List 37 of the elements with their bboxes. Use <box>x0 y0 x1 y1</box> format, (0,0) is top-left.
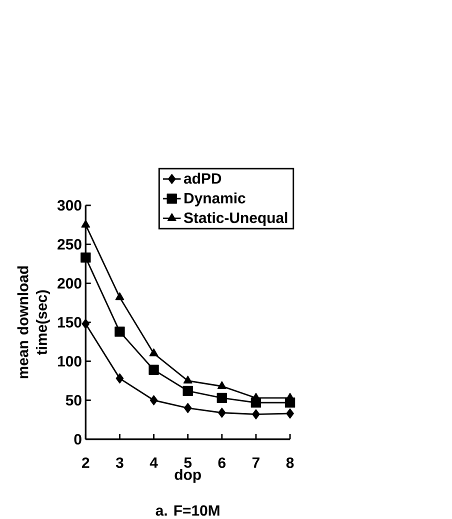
y-tick-label: 50 <box>66 394 82 406</box>
point <box>217 381 226 389</box>
point <box>182 386 193 396</box>
x-axis-title: dop <box>174 468 201 483</box>
point <box>82 318 90 329</box>
point <box>150 395 158 406</box>
x-tick-label: 2 <box>82 457 90 468</box>
point <box>184 402 192 414</box>
y-tick-label: 200 <box>57 278 82 289</box>
point <box>115 292 124 300</box>
text: a. F=10M <box>156 505 220 516</box>
legend-label: Static-Unequal <box>184 212 288 226</box>
point <box>252 409 260 420</box>
y-tick-label: 300 <box>57 200 82 211</box>
point <box>80 252 91 263</box>
point <box>116 373 124 384</box>
y-tick-label: 250 <box>57 239 82 250</box>
legend-label: Dynamic <box>184 192 246 206</box>
point <box>218 408 226 418</box>
point <box>148 364 159 375</box>
point <box>183 376 192 384</box>
y-tick-label: 0 <box>74 434 82 445</box>
x-tick-label: 6 <box>218 457 226 468</box>
y-tick-label: 100 <box>58 356 82 367</box>
y-axis-title: mean download time(sec) <box>17 266 50 378</box>
x-tick-label: 4 <box>150 457 158 468</box>
x-tick-label: 8 <box>286 457 294 468</box>
point <box>149 348 158 356</box>
y-tick-label: 150 <box>58 317 82 328</box>
x-tick-label: 3 <box>116 457 124 468</box>
legend-label: adPD <box>184 172 221 184</box>
point <box>81 220 90 228</box>
point <box>216 392 227 404</box>
point <box>286 408 294 419</box>
x-tick-label: 5 <box>184 457 192 468</box>
x-tick-label: 7 <box>252 457 260 468</box>
point <box>114 326 125 337</box>
